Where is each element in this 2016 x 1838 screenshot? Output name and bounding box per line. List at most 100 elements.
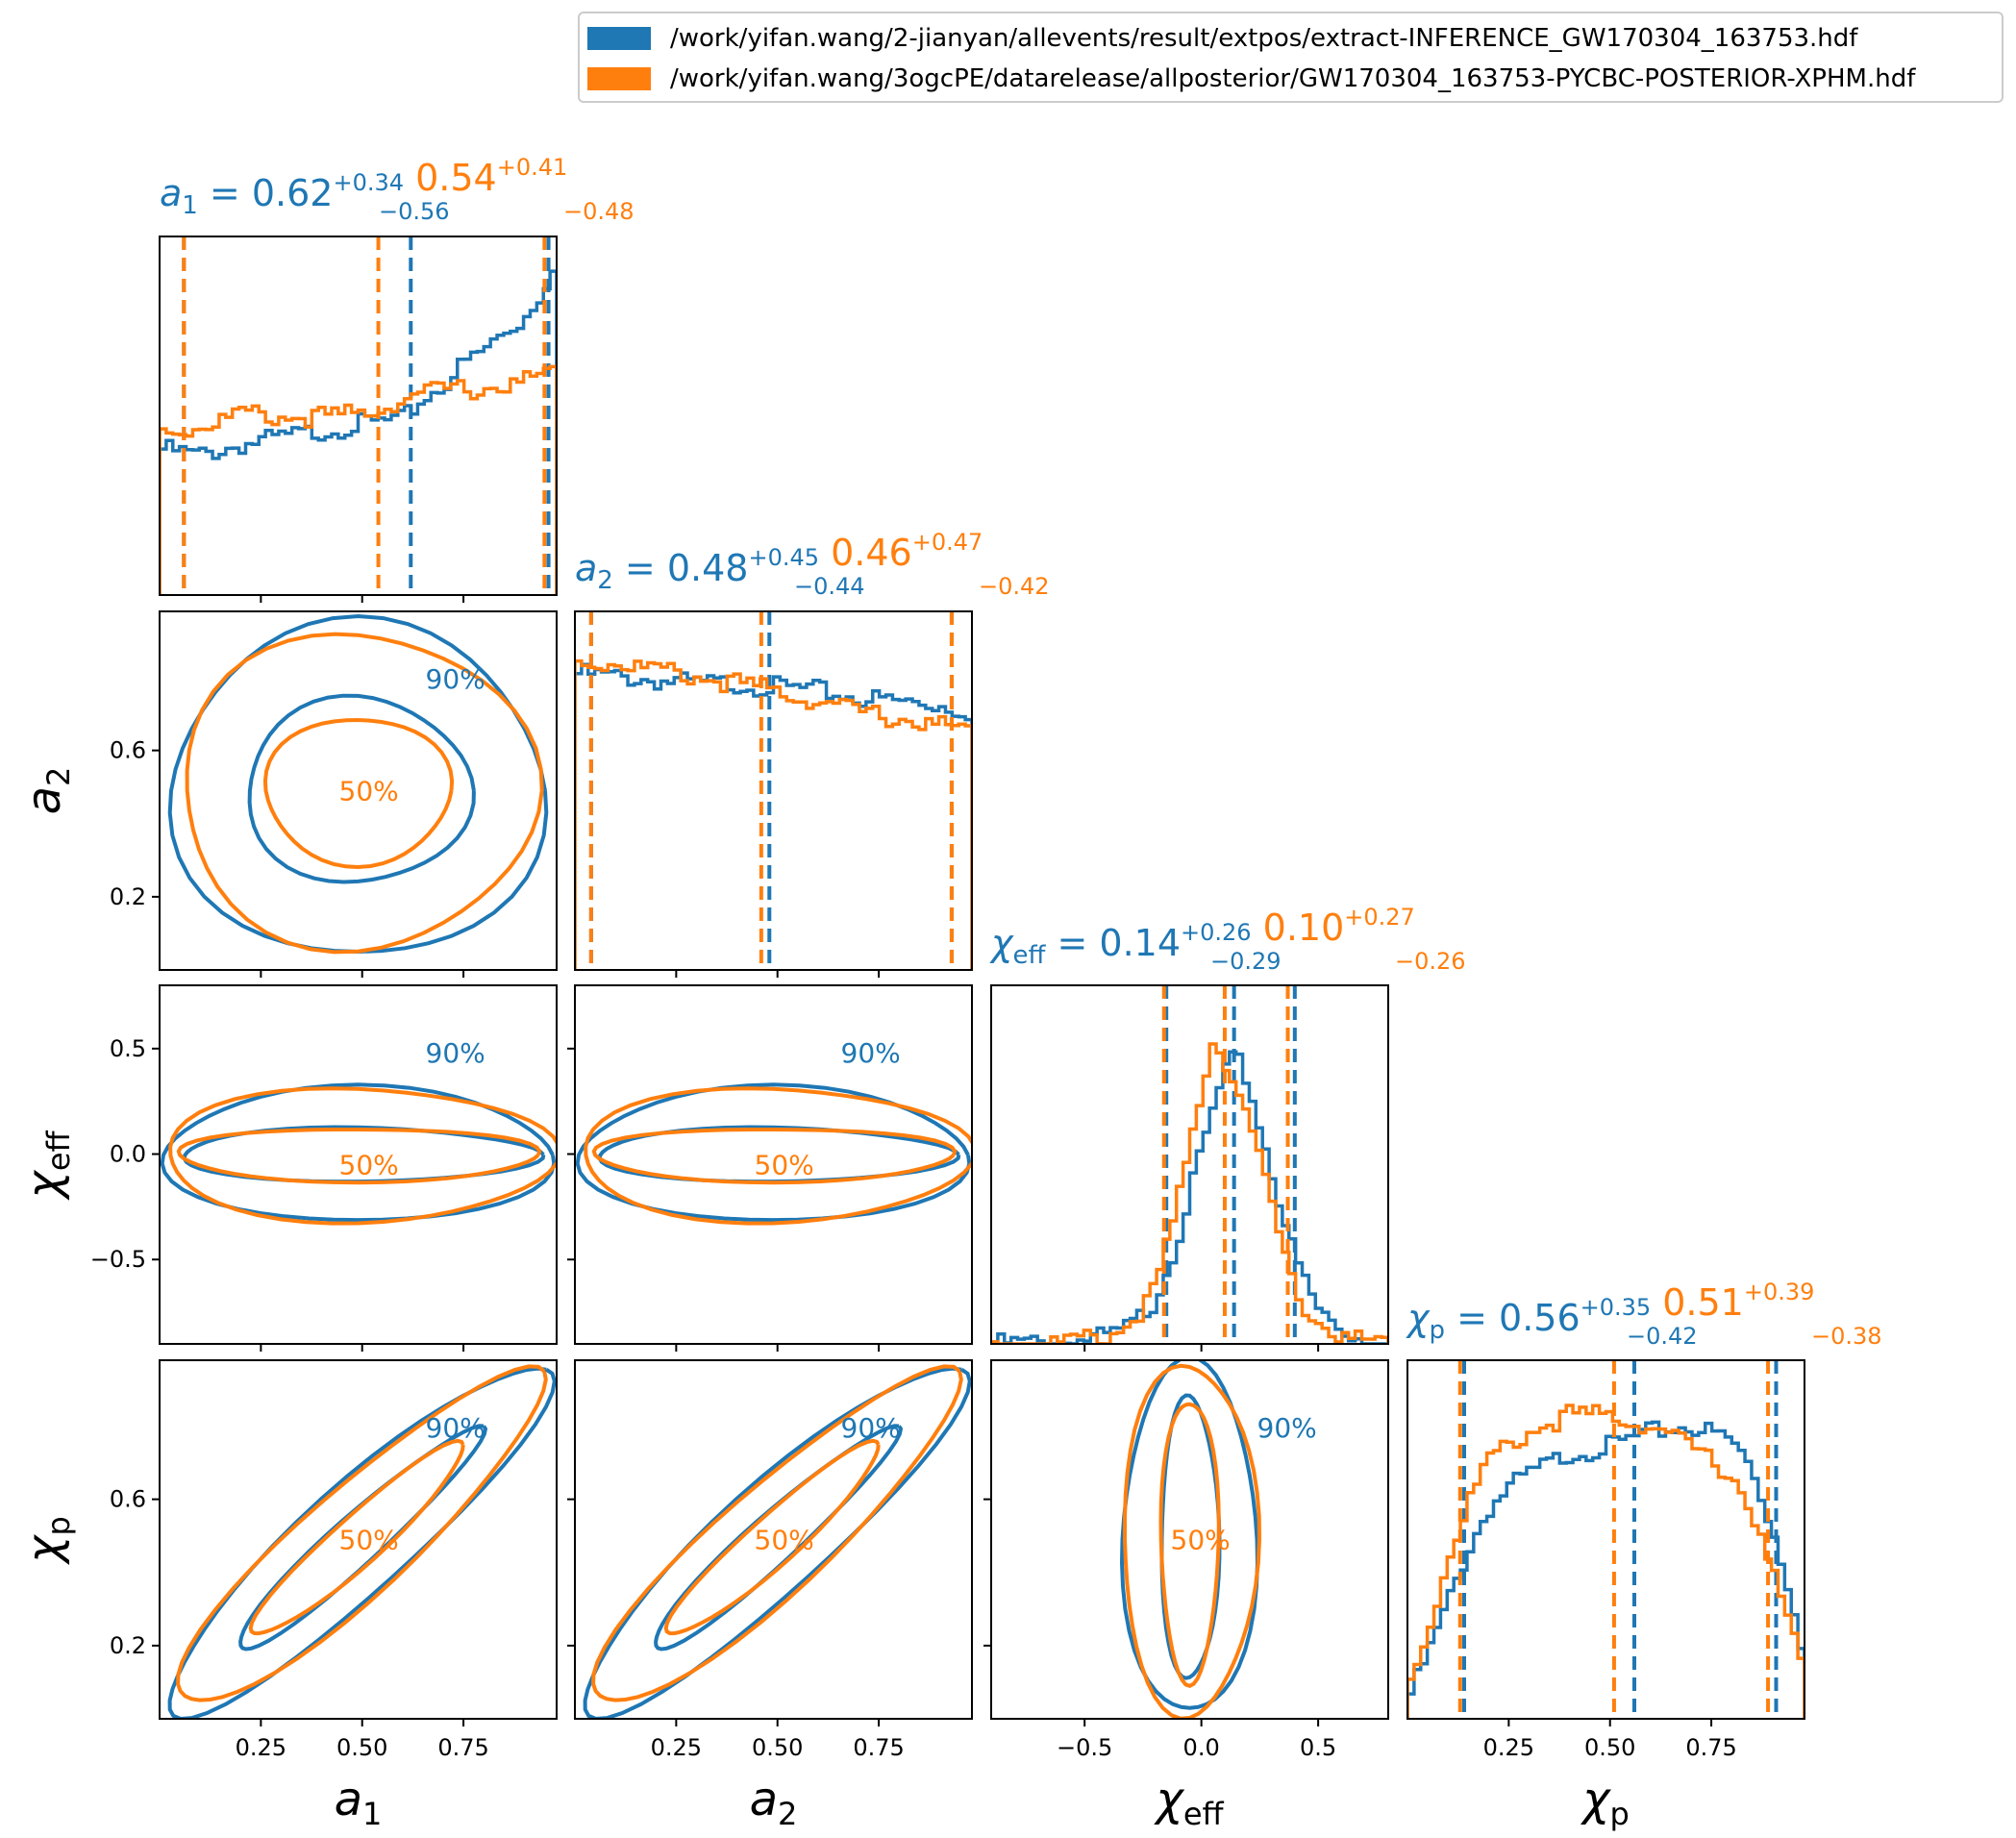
panel-frame: [990, 1359, 1389, 1720]
contour-90-series-2: [185, 632, 544, 955]
param-title-0: a1 = 0.62+0.34 0.54+0.41: [160, 154, 567, 220]
panel-1-1: [574, 610, 973, 978]
y-tick-label: 0.6: [110, 1486, 146, 1513]
x-tick-label: −0.5: [1057, 1734, 1112, 1761]
title-part: 0.10: [1252, 907, 1345, 949]
contour-50-series-2: [1158, 1402, 1221, 1688]
contour-90-series-1: [160, 1082, 557, 1223]
title-minus2-1: −0.42: [979, 573, 1050, 600]
contour-90-series-2: [1123, 1363, 1261, 1719]
contour-90-series-2: [591, 1364, 963, 1702]
axis-sub: 1: [362, 1796, 382, 1832]
legend-swatch-run2: [587, 67, 651, 90]
contour-50-series-1: [247, 693, 476, 884]
legend-swatch-run1: [587, 27, 651, 50]
panel-content: [575, 611, 972, 970]
contour-90-series-1: [167, 1366, 557, 1719]
x-tick-label: 0.25: [236, 1734, 286, 1761]
contour-90-series-2: [168, 1086, 557, 1226]
contour-label-50: 50%: [755, 1525, 814, 1556]
contour-label-50: 50%: [755, 1150, 814, 1181]
x-tick-label: 0.50: [336, 1734, 387, 1761]
contour-90-series-1: [1119, 1360, 1260, 1710]
axis-symbol: a: [750, 1773, 778, 1826]
axis-sub: eff: [40, 1130, 77, 1171]
axis-symbol: a: [335, 1773, 362, 1826]
contour-label-90: 90%: [426, 1412, 485, 1444]
y-tick-label: 0.6: [110, 737, 146, 764]
contour-label-50: 50%: [339, 776, 399, 807]
contour-50-series-2: [176, 1128, 542, 1185]
x-tick-label: 0.5: [1300, 1734, 1336, 1761]
panel-content: 50% 90%: [167, 1364, 557, 1719]
title-minus2-0: −0.48: [563, 198, 635, 225]
panel-content: 50% 90%: [583, 1364, 972, 1719]
contour-50-series-2: [591, 1128, 958, 1185]
title-minus-0: −0.56: [379, 198, 450, 225]
panel-3-1: 50% 90% 0.25 0.50 0.75: [567, 1359, 973, 1761]
y-axis-label-3: χp: [17, 1516, 77, 1566]
axis-symbol: χ: [1580, 1773, 1611, 1826]
axis-sub: p: [40, 1516, 77, 1535]
panel-3-0: 50% 90% 0.25 0.50 0.75 0.2 0.6: [110, 1359, 558, 1761]
title-part: +0.47: [912, 529, 983, 556]
x-axis-label-1: a2: [750, 1773, 798, 1832]
title-part: +0.26: [1181, 919, 1252, 946]
y-axis-label-1: a2: [17, 767, 77, 815]
legend-label-run1: /work/yifan.wang/2-jianyan/allevents/res…: [670, 24, 1858, 53]
title-part: 0.46: [819, 532, 912, 574]
axis-symbol: χ: [1153, 1773, 1184, 1826]
title-part: +0.27: [1344, 904, 1415, 931]
contour-50-series-2: [248, 1438, 465, 1636]
contour-label-50: 50%: [339, 1525, 399, 1556]
panel-content: 50% 90%: [167, 613, 549, 955]
param-title-1: a2 = 0.48+0.45 0.46+0.47: [575, 529, 983, 595]
histogram-series-1: [1407, 1420, 1804, 1719]
title-part: χ: [989, 922, 1014, 964]
panel-frame: [574, 610, 973, 971]
contour-label-90: 90%: [841, 1037, 901, 1069]
title-part: χ: [1406, 1297, 1431, 1339]
panel-frame: [574, 984, 973, 1345]
legend-label-run2: /work/yifan.wang/3ogcPE/datarelease/allp…: [670, 64, 1916, 93]
panel-2-2: [990, 984, 1389, 1352]
x-tick-label: 0.25: [1483, 1734, 1534, 1761]
panel-0-0: [159, 236, 558, 603]
axis-sub: 2: [40, 767, 77, 786]
title-part: = 0.14: [1045, 922, 1181, 964]
panel-content: 50% 90%: [160, 1037, 557, 1226]
param-title-3: χp = 0.56+0.35 0.51+0.39: [1406, 1279, 1814, 1345]
contour-50-series-2: [663, 1438, 881, 1636]
title-minus-1: −0.44: [794, 573, 865, 600]
title-part: = 0.48: [613, 547, 749, 589]
title-part: 0.51: [1651, 1281, 1744, 1324]
panel-2-0: 50% 90% −0.5 0.0 0.5: [90, 984, 558, 1352]
title-minus2-2: −0.26: [1395, 948, 1466, 975]
title-part: +0.41: [497, 154, 568, 181]
contour-label-90: 90%: [841, 1412, 901, 1444]
panel-content: [160, 236, 557, 595]
x-tick-label: 0.25: [651, 1734, 702, 1761]
histogram-series-2: [575, 658, 972, 970]
title-part: +0.45: [748, 544, 819, 571]
x-axis-label-0: a1: [335, 1773, 383, 1832]
title-part: = 0.56: [1445, 1297, 1580, 1339]
axis-sub: eff: [1183, 1796, 1225, 1832]
y-tick-label: 0.5: [110, 1035, 146, 1062]
legend-entry-run1: /work/yifan.wang/2-jianyan/allevents/res…: [587, 19, 1857, 58]
title-part: +0.34: [333, 169, 404, 196]
axis-symbol: χ: [17, 1534, 71, 1566]
histogram-series-1: [575, 662, 972, 970]
title-part: 1: [182, 191, 198, 220]
axis-symbol: a: [17, 786, 71, 814]
contour-90-series-1: [583, 1366, 972, 1719]
contour-90-series-1: [575, 1082, 972, 1223]
panel-3-2: 50% 90% −0.5 0.0 0.5: [983, 1359, 1389, 1761]
param-title-2: χeff = 0.14+0.26 0.10+0.27: [989, 904, 1415, 970]
x-axis-label-3: χp: [1580, 1773, 1630, 1832]
x-tick-label: 0.75: [853, 1734, 904, 1761]
panel-frame: [574, 1359, 973, 1720]
contour-label-50: 50%: [339, 1150, 399, 1181]
title-minus-2: −0.29: [1210, 948, 1282, 975]
